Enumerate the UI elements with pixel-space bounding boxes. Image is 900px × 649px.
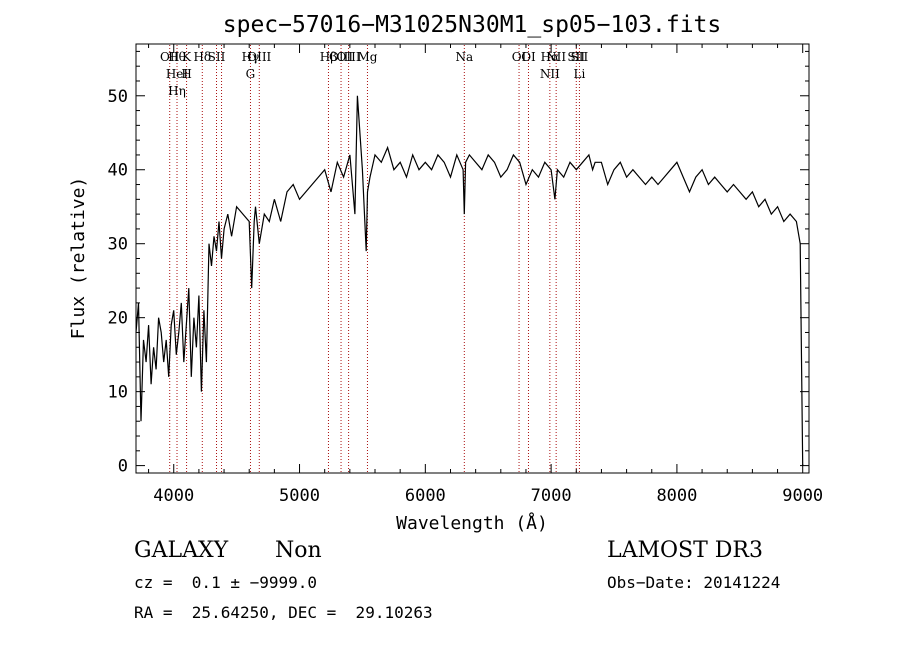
x-tick-label: 9000 xyxy=(782,486,823,506)
spectral-line-label: Li xyxy=(574,67,586,81)
spectral-line-label: OIII xyxy=(329,50,353,64)
spectral-line-label: OIII xyxy=(247,50,271,64)
spectral-line-label: OI xyxy=(512,50,527,64)
object-class: GALAXY xyxy=(134,538,229,563)
spectral-line-label: SII xyxy=(208,50,226,64)
spectral-line-label: NII xyxy=(546,50,566,64)
x-tick-label: 7000 xyxy=(531,486,572,506)
spectral-line-label: SII xyxy=(567,50,585,64)
x-tick-label: 6000 xyxy=(405,486,446,506)
chart-title: spec−57016−M31025N30M1_sp05−103.fits xyxy=(223,12,722,38)
spectral-line-label: Hη xyxy=(168,84,186,98)
spectral-line-label: Hθ xyxy=(168,50,186,64)
x-axis-ticks: 4000 5000 6000 7000 8000 9000 xyxy=(148,44,823,506)
y-axis-ticks: 0 10 20 30 40 50 xyxy=(108,50,809,477)
plot-frame xyxy=(135,43,810,474)
spectral-line-label: HeI xyxy=(166,67,189,81)
y-tick-label: 40 xyxy=(108,161,128,181)
spectral-line-label: G xyxy=(246,67,256,81)
y-tick-label: 10 xyxy=(108,383,128,403)
spectral-line-label: Na xyxy=(455,50,473,64)
spectral-line-markers xyxy=(169,45,580,472)
object-subclass: Non xyxy=(275,538,322,563)
spectral-line-label: OIII xyxy=(337,50,361,64)
y-axis-label: Flux (relative) xyxy=(68,177,89,340)
y-tick-label: 50 xyxy=(108,87,128,107)
x-axis-label: Wavelength (Å) xyxy=(396,512,548,534)
spectral-line-label: H xyxy=(181,67,191,81)
y-tick-label: 30 xyxy=(108,235,128,255)
spectral-line-label: Hδ xyxy=(193,50,211,64)
spectral-line-label: Hα xyxy=(541,50,560,64)
spectral-line-label: OI xyxy=(521,50,536,64)
x-tick-label: 5000 xyxy=(279,486,320,506)
spectral-line-label: SII xyxy=(571,50,589,64)
spectral-line-label: Hγ xyxy=(242,50,260,64)
x-tick-label: 4000 xyxy=(153,486,194,506)
x-tick-label: 8000 xyxy=(656,486,697,506)
redshift-value: cz = 0.1 ± −9999.0 xyxy=(134,573,318,592)
spectral-line-label: K xyxy=(182,50,192,64)
spectral-line-label: Hβ xyxy=(320,50,337,64)
survey-name: LAMOST DR3 xyxy=(607,538,763,563)
spectral-line-label: NII xyxy=(540,67,560,81)
y-tick-label: 0 xyxy=(118,457,128,477)
spectral-line-label: OII xyxy=(160,50,180,64)
observation-date: Obs−Date: 20141224 xyxy=(607,573,781,592)
y-tick-label: 20 xyxy=(108,309,128,329)
spectrum-line xyxy=(135,95,804,466)
spectral-line-label: Mg xyxy=(357,50,377,64)
coordinates: RA = 25.64250, DEC = 29.10263 xyxy=(134,603,433,622)
